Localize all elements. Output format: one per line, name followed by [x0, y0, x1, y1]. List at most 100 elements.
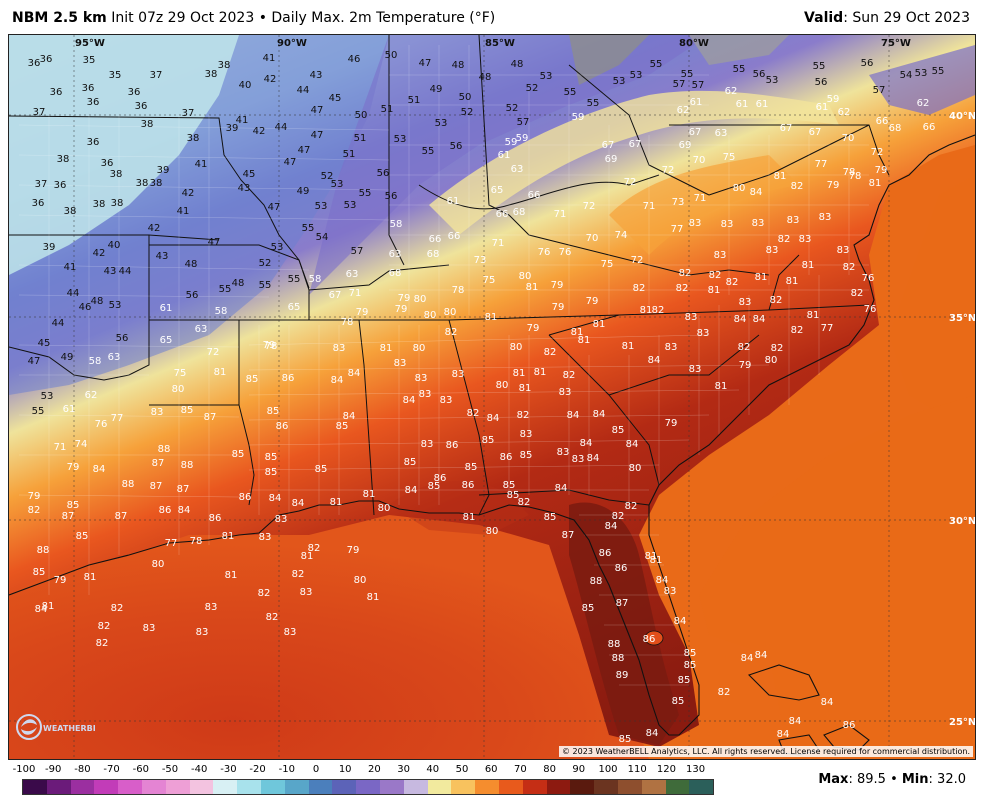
temp-label: 42	[264, 74, 277, 85]
temp-label: 84	[555, 483, 568, 494]
temp-label: 88	[158, 444, 171, 455]
temp-label: 80	[172, 384, 185, 395]
temp-label: 88	[590, 576, 603, 587]
temp-label: 81	[214, 367, 227, 378]
temp-label: 62	[838, 107, 851, 118]
temp-label: 83	[714, 250, 727, 261]
temp-label: 67	[809, 127, 822, 138]
temp-label: 57	[517, 117, 530, 128]
temp-label: 55	[359, 188, 372, 199]
map-canvas: 95°W 90°W 85°W 80°W 75°W 40°N 35°N 30°N …	[9, 35, 975, 759]
temp-label: 48	[452, 60, 465, 71]
temp-label: 77	[815, 159, 828, 170]
temp-label: 56	[377, 168, 390, 179]
temp-label: 57	[873, 85, 886, 96]
temp-label: 48	[232, 278, 245, 289]
lon-label-95: 95°W	[75, 38, 105, 49]
temp-label: 84	[734, 314, 747, 325]
temp-label: 58	[390, 219, 403, 230]
temp-label: 81	[622, 341, 635, 352]
temp-label: 82	[517, 410, 530, 421]
temp-label: 83	[259, 532, 272, 543]
colorbar-swatch	[165, 780, 190, 794]
temp-label: 43	[104, 266, 117, 277]
temp-label: 66	[496, 209, 509, 220]
temp-label: 80	[733, 183, 746, 194]
colorbar-tick-label: 120	[656, 764, 676, 775]
temp-label: 55	[813, 61, 826, 72]
model-name: NBM 2.5 km	[12, 10, 107, 26]
colorbar-tick-label: -50	[161, 764, 179, 775]
temp-label: 79	[665, 418, 678, 429]
temp-label: 37	[35, 179, 48, 190]
lon-label-85: 85°W	[485, 38, 515, 49]
temp-label: 57	[692, 80, 705, 91]
temp-label: 85	[336, 421, 349, 432]
colorbar-tick-label: -80	[74, 764, 91, 775]
temp-label: 67	[780, 123, 793, 134]
colorbar-swatch	[308, 780, 333, 794]
colorbar-swatch	[594, 780, 618, 794]
temp-label: 82	[518, 497, 531, 508]
temp-label: 82	[676, 283, 689, 294]
temp-label: 81	[363, 489, 376, 500]
temp-label: 83	[837, 245, 850, 256]
temp-label: 86	[239, 492, 252, 503]
temp-label: 70	[586, 233, 599, 244]
init-time: Init 07z 29 Oct 2023	[111, 10, 255, 26]
temp-label: 59	[827, 94, 840, 105]
temp-label: 80	[378, 503, 391, 514]
temp-label: 61	[447, 196, 460, 207]
temp-label: 41	[195, 159, 208, 170]
temp-label: 55	[259, 280, 272, 291]
colorbar-tick-label: -30	[220, 764, 237, 775]
temp-label: 85	[315, 464, 328, 475]
temp-label: 38	[187, 133, 200, 144]
temp-label: 61	[816, 102, 829, 113]
colorbar-swatch	[23, 780, 47, 794]
temp-label: 53	[435, 118, 448, 129]
temp-label: 84	[567, 410, 580, 421]
temp-label: 35	[83, 55, 96, 66]
temp-label: 84	[587, 453, 600, 464]
temp-label: 82	[111, 603, 124, 614]
temp-label: 55	[650, 59, 663, 70]
longitude-labels: 95°W 90°W 85°W 80°W 75°W	[75, 38, 911, 49]
temp-label: 76	[864, 304, 877, 315]
temp-label: 38	[136, 178, 149, 189]
temp-label: 83	[205, 602, 218, 613]
temp-label: 85	[33, 567, 46, 578]
temp-label: 38	[93, 199, 106, 210]
temp-label: 55	[288, 274, 301, 285]
temp-label: 81	[650, 555, 663, 566]
temp-label: 47	[311, 130, 324, 141]
temp-label: 81	[463, 512, 476, 523]
temp-label: 48	[511, 59, 524, 70]
coastline	[9, 134, 975, 756]
temp-label: 87	[177, 484, 190, 495]
temp-label: 63	[195, 324, 208, 335]
temp-label: 57	[351, 246, 364, 257]
temp-label: 66	[923, 122, 936, 133]
temp-label: 81	[534, 367, 547, 378]
temp-label: 86	[276, 421, 289, 432]
temp-label: 47	[311, 105, 324, 116]
temp-label: 82	[679, 268, 692, 279]
temp-label: 53	[315, 201, 328, 212]
temp-label: 84	[777, 729, 790, 740]
latitude-labels: 40°N 35°N 30°N 25°N	[949, 111, 975, 728]
temp-label: 84	[93, 464, 106, 475]
temp-label: 53	[344, 200, 357, 211]
county-lines	[18, 45, 869, 686]
max-value: : 89.5	[848, 772, 886, 787]
colorbar-swatch	[141, 780, 166, 794]
temp-label: 62	[725, 86, 738, 97]
colorbar-swatch	[356, 780, 380, 794]
temp-label: 84	[343, 411, 356, 422]
temp-label: 82	[612, 511, 625, 522]
temp-label: 85	[232, 449, 245, 460]
temperature-map[interactable]: 95°W 90°W 85°W 80°W 75°W 40°N 35°N 30°N …	[8, 34, 976, 760]
temp-label: 75	[483, 275, 496, 286]
colorbar-tick-label: -100	[12, 764, 36, 775]
temp-label: 84	[405, 485, 418, 496]
